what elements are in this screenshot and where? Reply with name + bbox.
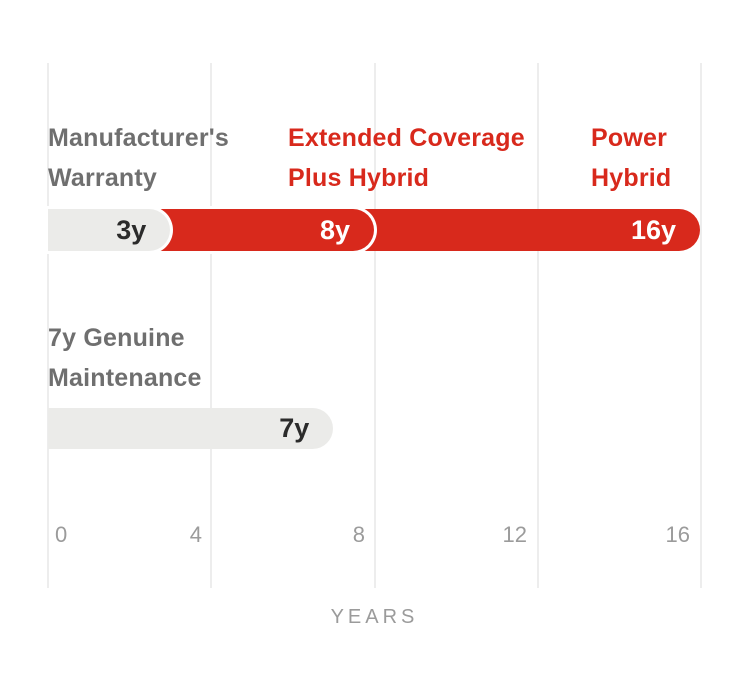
bar-value-label: 8y [319,214,350,245]
label-power-hybrid: Power Hybrid [591,118,671,198]
x-axis-tick-4: 4 [189,522,202,547]
label-line-2: Maintenance [48,364,202,392]
plot-area [47,63,702,588]
x-axis-tick-8: 8 [352,522,365,547]
x-axis-tick-0: 0 [55,522,68,547]
grid-line-16y [700,63,702,588]
label-extended-coverage-plus-hybrid: Extended Coverage Plus Hybrid [288,118,525,198]
label-line-1: 7y Genuine [48,324,185,352]
label-line-2: Warranty [48,164,158,192]
grid-line-4y [210,63,213,588]
maintenance-bar-row: 7y [48,408,700,449]
bar-value-label: 16y [630,214,676,245]
x-axis-tick-12: 12 [502,522,527,547]
warranty-bar-row: 16y 8y 3y [48,209,700,251]
x-axis-title: YEARS [330,606,419,628]
bar-segment-manufacturers-warranty-3y: 3y [48,209,171,251]
bar-segment-genuine-maintenance-7y: 7y [48,408,334,449]
x-axis-tick-16: 16 [665,522,690,547]
label-line-2: Hybrid [591,164,672,192]
grid-line-8y [373,63,376,588]
bar-value-label: 7y [279,413,310,443]
label-genuine-maintenance: 7y Genuine Maintenance [48,318,202,398]
label-line-2: Plus Hybrid [288,164,430,192]
grid-line-0y [47,63,49,588]
label-line-1: Power [591,124,668,152]
label-line-1: Manufacturer's [48,124,230,152]
grid-line-12y [536,63,539,588]
label-manufacturers-warranty: Manufacturer's Warranty [48,118,229,198]
label-line-1: Extended Coverage [288,124,525,152]
bar-value-label: 3y [116,214,147,245]
